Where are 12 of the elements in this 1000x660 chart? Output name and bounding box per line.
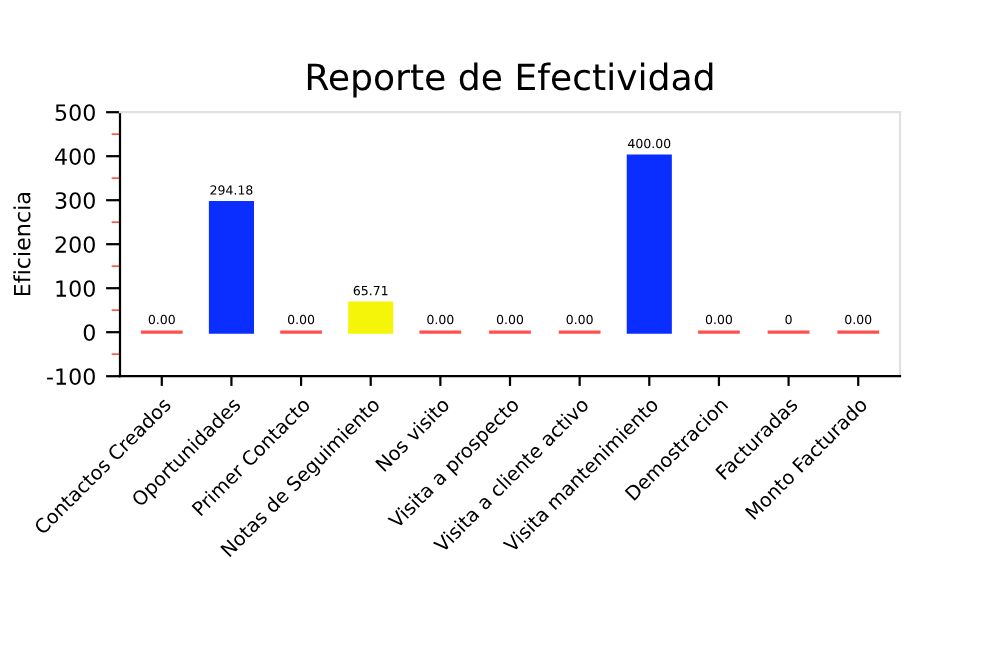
bar	[348, 301, 394, 334]
y-tick-label: 500	[55, 104, 95, 121]
bar	[208, 201, 254, 334]
y-tick-label: 0	[83, 324, 95, 341]
y-tick-label: 400	[55, 148, 95, 165]
bar	[626, 154, 672, 334]
chart-title: Reporte de Efectividad	[307, 62, 713, 98]
y-axis-title: Eficiencia	[13, 193, 31, 296]
y-tick-label: 200	[55, 236, 95, 253]
y-tick-label: 100	[56, 280, 95, 297]
y-tick-label: -100	[47, 368, 95, 385]
y-tick-label: 300	[55, 192, 95, 209]
